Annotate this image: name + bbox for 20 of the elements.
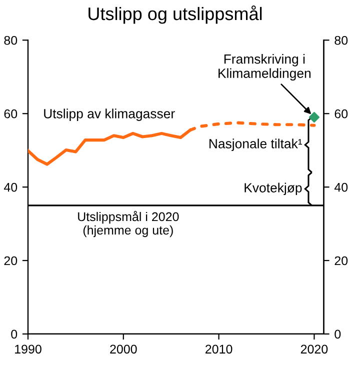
y-tick-label: 40	[4, 182, 18, 192]
y-tick-label: 20	[4, 256, 18, 266]
annotation: Kvotekjøp	[244, 182, 302, 196]
y-tick-label: 60	[4, 109, 18, 118]
annotation: Framskriving i Klimameldingen	[218, 54, 310, 81]
x-tick-label: 1990	[15, 344, 42, 354]
y2-tick-label: 20	[334, 256, 348, 266]
x-tick-label: 2020	[300, 344, 328, 354]
x-tick-label: 2000	[110, 344, 137, 354]
y2-tick-label: 60	[334, 109, 348, 118]
y2-tick-label: 0	[334, 330, 341, 339]
y2-tick-label: 40	[334, 182, 348, 192]
chart-title: Utslipp og utslippsmål	[88, 5, 262, 24]
ref-line-label: Utslippsmål i 2020 (hjemme og ute)	[78, 210, 179, 238]
annotation: Utslipp av klimagasser	[44, 108, 175, 121]
y-tick-label: 0	[11, 330, 18, 339]
annotation: Nasjonale tiltak¹	[210, 138, 302, 151]
y-tick-label: 80	[4, 36, 18, 45]
y2-tick-label: 80	[334, 36, 348, 45]
x-tick-label: 2010	[206, 344, 232, 354]
